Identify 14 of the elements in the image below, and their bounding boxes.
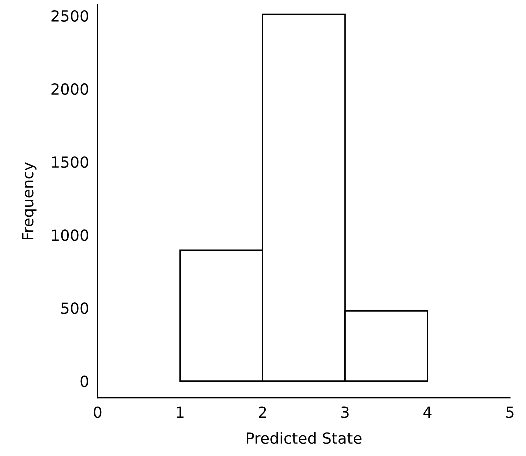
y-tick-label: 1500 — [52, 156, 88, 168]
x-tick-label: 4 — [424, 406, 432, 418]
x-tick-label: 1 — [177, 406, 184, 418]
x-tick-label: 3 — [342, 406, 349, 418]
y-tick-label: 1000 — [52, 230, 88, 242]
y-tick-label: 2500 — [52, 10, 88, 22]
x-axis-title: Predicted State — [247, 432, 362, 444]
y-tick-label: 2000 — [52, 84, 88, 96]
x-tick-label: 5 — [506, 406, 514, 418]
y-tick-label: 0 — [80, 376, 88, 388]
x-tick-label: 0 — [94, 406, 102, 418]
y-tick-label: 500 — [62, 302, 88, 314]
x-tick-label: 2 — [259, 406, 266, 418]
y-axis-title: Frequency — [22, 162, 37, 240]
